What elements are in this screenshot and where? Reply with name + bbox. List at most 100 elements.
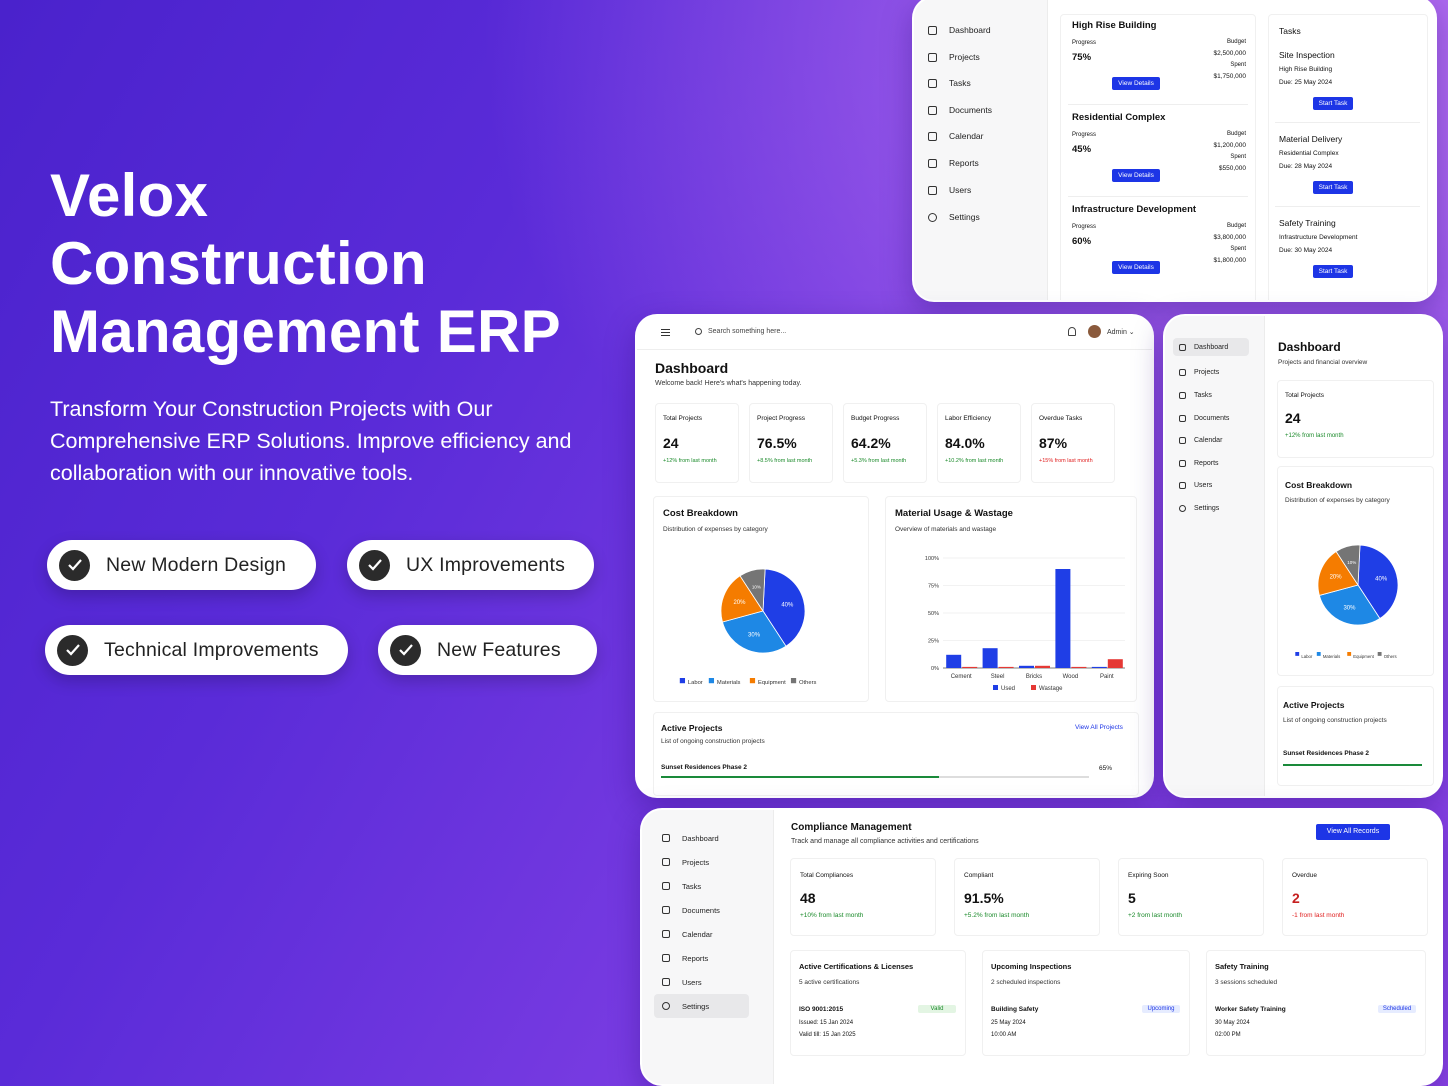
menu-icon[interactable] xyxy=(661,329,670,336)
sidebar-item-label: Documents xyxy=(949,105,992,115)
legend-label: Others xyxy=(1384,654,1397,659)
search-input[interactable]: Search something here... xyxy=(708,328,787,335)
view-all-records-button[interactable]: View All Records xyxy=(1316,824,1390,840)
check-icon xyxy=(359,549,390,581)
view-all-projects-link[interactable]: View All Projects xyxy=(1075,724,1123,731)
sidebar-item-reports[interactable]: Reports xyxy=(1179,455,1219,471)
sidebar-item-calendar[interactable]: Calendar xyxy=(1179,432,1222,448)
bar-wastage xyxy=(1107,659,1123,668)
bar-wastage xyxy=(1071,666,1087,668)
legend-label: Materials xyxy=(1323,654,1340,659)
search-icon xyxy=(695,328,702,335)
sidebar-item-projects[interactable]: Projects xyxy=(928,49,980,65)
sidebar-item-label: Tasks xyxy=(682,881,702,891)
spent-label: Spent xyxy=(1230,154,1246,160)
spent-label: Spent xyxy=(1230,246,1246,252)
hero-title-line: Velox xyxy=(50,162,209,229)
tasks-icon xyxy=(1179,391,1186,399)
sidebar-item-reports[interactable]: Reports xyxy=(662,950,708,966)
pie-slice xyxy=(1317,550,1359,596)
sidebar-item-projects[interactable]: Projects xyxy=(662,854,709,870)
x-tick-label: Bricks xyxy=(1026,674,1042,680)
avatar[interactable] xyxy=(1088,325,1101,338)
active-title: Active Projects xyxy=(661,723,723,733)
stat-label: Overdue Tasks xyxy=(1039,415,1083,422)
project-name: High Rise Building xyxy=(1072,20,1157,31)
sidebar-item-tasks[interactable]: Tasks xyxy=(1179,387,1212,403)
compliance-screen: Dashboard Projects Tasks Documents Calen… xyxy=(640,808,1443,1086)
sidebar-item-calendar[interactable]: Calendar xyxy=(662,926,712,942)
spent-label: Spent xyxy=(1230,62,1246,68)
sidebar-item-calendar[interactable]: Calendar xyxy=(928,128,984,144)
task-due: Due: 30 May 2024 xyxy=(1279,247,1333,254)
home-icon xyxy=(1179,343,1186,351)
stat-card xyxy=(1031,403,1115,483)
budget-value: $1,200,000 xyxy=(1213,142,1246,149)
view-details-button[interactable]: View Details xyxy=(1112,261,1160,274)
item-name: ISO 9001:2015 xyxy=(799,1006,844,1013)
pill-label: New Features xyxy=(437,638,561,661)
sidebar-item-settings[interactable]: Settings xyxy=(1179,500,1219,516)
start-task-button[interactable]: Start Task xyxy=(1313,265,1353,278)
sidebar-item-users[interactable]: Users xyxy=(662,974,702,990)
cost-subtitle: Distribution of expenses by category xyxy=(1285,497,1390,504)
page-title: Compliance Management xyxy=(791,822,912,833)
sidebar-item-tasks[interactable]: Tasks xyxy=(928,75,971,91)
legend-swatch xyxy=(1347,652,1352,656)
pie-slice-label: 20% xyxy=(1330,574,1343,580)
x-tick-label: Paint xyxy=(1100,674,1114,680)
sidebar-item-users[interactable]: Users xyxy=(928,182,971,198)
start-task-button[interactable]: Start Task xyxy=(1313,181,1353,194)
budget-value: $3,800,000 xyxy=(1213,234,1246,241)
sidebar-item-label: Documents xyxy=(1194,414,1230,422)
status-badge: Valid xyxy=(918,1005,956,1013)
view-details-button[interactable]: View Details xyxy=(1112,169,1160,182)
sidebar-item-users[interactable]: Users xyxy=(1179,477,1212,493)
tasks-icon xyxy=(928,78,937,88)
stat-change: +2 from last month xyxy=(1128,912,1183,919)
stat-card xyxy=(937,403,1021,483)
view-details-button[interactable]: View Details xyxy=(1112,77,1160,90)
sidebar-item-dashboard[interactable]: Dashboard xyxy=(928,22,991,38)
start-task-button[interactable]: Start Task xyxy=(1313,97,1353,110)
sidebar-item-dashboard[interactable]: Dashboard xyxy=(1173,338,1249,356)
user-menu[interactable]: Admin ⌄ xyxy=(1107,328,1135,336)
sidebar-item-dashboard[interactable]: Dashboard xyxy=(662,830,719,846)
page-subtitle: Projects and financial overview xyxy=(1278,359,1368,366)
item-detail: Issued: 15 Jan 2024 xyxy=(799,1020,854,1026)
bar-used xyxy=(982,648,998,668)
project-name: Infrastructure Development xyxy=(1072,204,1197,215)
item-detail: 30 May 2024 xyxy=(1215,1020,1250,1026)
status-badge: Upcoming xyxy=(1142,1005,1180,1013)
progress-value: 45% xyxy=(1072,144,1092,155)
sidebar-item-reports[interactable]: Reports xyxy=(928,155,979,171)
y-tick-label: 75% xyxy=(928,584,939,590)
sidebar-item-documents[interactable]: Documents xyxy=(662,902,720,918)
projects-icon xyxy=(662,858,670,866)
task-project: Residential Complex xyxy=(1279,150,1339,157)
pie-slice-label: 10% xyxy=(1347,560,1356,565)
sidebar-item-label: Documents xyxy=(682,905,720,915)
sidebar-item-label: Projects xyxy=(949,52,980,62)
check-icon xyxy=(57,634,88,666)
calendar-icon xyxy=(662,930,670,938)
sidebar-item-documents[interactable]: Documents xyxy=(928,102,992,118)
sidebar-item-projects[interactable]: Projects xyxy=(1179,364,1219,380)
pie-slice-label: 40% xyxy=(781,602,794,608)
progress-value: 60% xyxy=(1072,236,1092,247)
task-name: Safety Training xyxy=(1279,218,1336,228)
project-progress-value: 65% xyxy=(1099,765,1113,772)
stat-value: 91.5% xyxy=(964,890,1004,906)
pie-slice xyxy=(739,568,766,613)
sidebar-item-label: Calendar xyxy=(949,131,984,141)
sidebar-item-settings[interactable]: Settings xyxy=(928,209,980,225)
pill-label: New Modern Design xyxy=(106,553,287,576)
sidebar-item-label: Settings xyxy=(949,212,980,222)
project-name: Residential Complex xyxy=(1072,112,1166,123)
sidebar-item-documents[interactable]: Documents xyxy=(1179,410,1229,426)
sidebar: Dashboard Projects Tasks Documents Calen… xyxy=(1165,316,1265,796)
bell-icon[interactable] xyxy=(1068,327,1076,336)
task-due: Due: 25 May 2024 xyxy=(1279,79,1333,86)
sidebar-item-settings[interactable]: Settings xyxy=(654,994,749,1018)
sidebar-item-tasks[interactable]: Tasks xyxy=(662,878,701,894)
